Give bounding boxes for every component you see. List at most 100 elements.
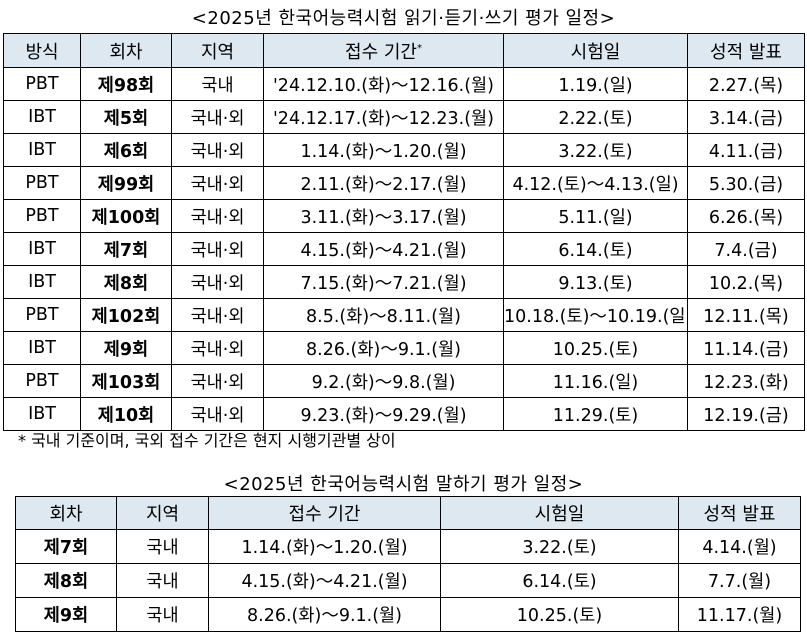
region-cell: 국내 (116, 597, 209, 632)
exam-date-cell: 11.29.(토) (503, 397, 688, 431)
results-cell: 5.30.(금) (687, 166, 805, 200)
results-cell: 4.11.(금) (687, 133, 805, 167)
table-header-row: 방식 회차 지역 접수 기간* 시험일 성적 발표 (3, 33, 805, 68)
table-row: 제9회 국내 8.26.(화)～9.1.(월) 10.25.(토) 11.17.… (15, 597, 801, 632)
application-cell: '24.12.17.(화)～12.23.(월) (263, 100, 504, 134)
method-cell: IBT (3, 397, 81, 431)
round-cell: 제8회 (80, 265, 172, 299)
results-cell: 10.2.(목) (687, 265, 805, 299)
round-cell: 제8회 (15, 563, 117, 598)
exam-date-cell: 3.22.(토) (503, 133, 688, 167)
table-row: IBT 제6회 국내·외 1.14.(화)～1.20.(월) 3.22.(토) … (3, 133, 805, 167)
results-cell: 6.26.(목) (687, 199, 805, 233)
method-cell: IBT (3, 265, 81, 299)
header-application-period: 접수 기간* (263, 33, 504, 68)
exam-date-cell: 2.22.(토) (503, 100, 688, 134)
results-cell: 12.11.(목) (687, 298, 805, 332)
method-cell: PBT (3, 364, 81, 398)
results-cell: 12.23.(화) (687, 364, 805, 398)
region-cell: 국내·외 (171, 232, 264, 266)
header-round: 회차 (80, 33, 172, 68)
results-cell: 7.4.(금) (687, 232, 805, 266)
region-cell: 국내·외 (171, 133, 264, 167)
exam-date-cell: 6.14.(토) (440, 563, 679, 598)
results-cell: 11.14.(금) (687, 331, 805, 365)
method-cell: IBT (3, 133, 81, 167)
exam-date-cell: 10.25.(토) (503, 331, 688, 365)
results-cell: 2.27.(목) (687, 67, 805, 101)
exam-date-cell: 10.18.(토)～10.19.(일) (503, 298, 688, 332)
table-row: PBT 제103회 국내·외 9.2.(화)～9.8.(월) 11.16.(일)… (3, 364, 805, 398)
region-cell: 국내·외 (171, 100, 264, 134)
round-cell: 제9회 (15, 597, 117, 632)
region-cell: 국내 (116, 529, 209, 564)
method-cell: IBT (3, 232, 81, 266)
region-cell: 국내·외 (171, 265, 264, 299)
region-cell: 국내·외 (171, 364, 264, 398)
application-cell: 3.11.(화)～3.17.(월) (263, 199, 504, 233)
region-cell: 국내·외 (171, 331, 264, 365)
header-exam-date: 시험일 (503, 33, 688, 68)
exam-date-cell: 6.14.(토) (503, 232, 688, 266)
application-cell: 7.15.(화)～7.21.(월) (263, 265, 504, 299)
table-row: IBT 제7회 국내·외 4.15.(화)～4.21.(월) 6.14.(토) … (3, 232, 805, 266)
table-row: IBT 제8회 국내·외 7.15.(화)～7.21.(월) 9.13.(토) … (3, 265, 805, 299)
round-cell: 제103회 (80, 364, 172, 398)
round-cell: 제5회 (80, 100, 172, 134)
table-row: IBT 제10회 국내·외 9.23.(화)～9.29.(월) 11.29.(토… (3, 397, 805, 431)
exam-date-cell: 11.16.(일) (503, 364, 688, 398)
header-results: 성적 발표 (687, 33, 805, 68)
application-cell: 4.15.(화)～4.21.(월) (208, 563, 441, 598)
table-row: PBT 제100회 국내·외 3.11.(화)～3.17.(월) 5.11.(일… (3, 199, 805, 233)
round-cell: 제7회 (80, 232, 172, 266)
application-cell: 4.15.(화)～4.21.(월) (263, 232, 504, 266)
round-cell: 제7회 (15, 529, 117, 564)
results-cell: 3.14.(금) (687, 100, 805, 134)
results-cell: 12.19.(금) (687, 397, 805, 431)
application-cell: 8.26.(화)～9.1.(월) (208, 597, 441, 632)
round-cell: 제6회 (80, 133, 172, 167)
region-cell: 국내·외 (171, 298, 264, 332)
table-row: IBT 제5회 국내·외 '24.12.17.(화)～12.23.(월) 2.2… (3, 100, 805, 134)
region-cell: 국내·외 (171, 397, 264, 431)
application-cell: 1.14.(화)～1.20.(월) (208, 529, 441, 564)
header-method: 방식 (3, 33, 81, 68)
table-row: PBT 제102회 국내·외 8.5.(화)～8.11.(월) 10.18.(토… (3, 298, 805, 332)
table-row: PBT 제99회 국내·외 2.11.(화)～2.17.(월) 4.12.(토)… (3, 166, 805, 200)
application-cell: 1.14.(화)～1.20.(월) (263, 133, 504, 167)
application-cell: 8.26.(화)～9.1.(월) (263, 331, 504, 365)
table-row: 제8회 국내 4.15.(화)～4.21.(월) 6.14.(토) 7.7.(월… (15, 563, 801, 598)
method-cell: PBT (3, 298, 81, 332)
results-cell: 4.14.(월) (678, 529, 801, 564)
round-cell: 제102회 (80, 298, 172, 332)
speaking-schedule-table: 회차 지역 접수 기간 시험일 성적 발표 제7회 국내 1.14.(화)～1.… (15, 496, 801, 632)
header-results: 성적 발표 (678, 496, 801, 530)
writing-reading-listening-schedule-title: <2025년 한국어능력시험 읽기·듣기·쓰기 평가 일정> (191, 8, 616, 29)
region-cell: 국내·외 (171, 199, 264, 233)
round-cell: 제10회 (80, 397, 172, 431)
round-cell: 제98회 (80, 67, 172, 101)
round-cell: 제100회 (80, 199, 172, 233)
application-cell: 2.11.(화)～2.17.(월) (263, 166, 504, 200)
method-cell: IBT (3, 331, 81, 365)
method-cell: PBT (3, 166, 81, 200)
application-cell: 8.5.(화)～8.11.(월) (263, 298, 504, 332)
exam-date-cell: 1.19.(일) (503, 67, 688, 101)
table-header-row: 회차 지역 접수 기간 시험일 성적 발표 (15, 496, 801, 530)
reading-listening-writing-schedule-table: 방식 회차 지역 접수 기간* 시험일 성적 발표 PBT 제98회 국내 '2… (3, 33, 805, 431)
table-row: IBT 제9회 국내·외 8.26.(화)～9.1.(월) 10.25.(토) … (3, 331, 805, 365)
exam-date-cell: 4.12.(토)～4.13.(일) (503, 166, 688, 200)
header-exam-date: 시험일 (440, 496, 679, 530)
header-application-period: 접수 기간 (208, 496, 441, 530)
application-cell: '24.12.10.(화)～12.16.(월) (263, 67, 504, 101)
application-cell: 9.2.(화)～9.8.(월) (263, 364, 504, 398)
table-row: PBT 제98회 국내 '24.12.10.(화)～12.16.(월) 1.19… (3, 67, 805, 101)
round-cell: 제99회 (80, 166, 172, 200)
exam-date-cell: 3.22.(토) (440, 529, 679, 564)
round-cell: 제9회 (80, 331, 172, 365)
region-cell: 국내·외 (171, 166, 264, 200)
table-row: 제7회 국내 1.14.(화)～1.20.(월) 3.22.(토) 4.14.(… (15, 529, 801, 564)
method-cell: IBT (3, 100, 81, 134)
method-cell: PBT (3, 67, 81, 101)
results-cell: 7.7.(월) (678, 563, 801, 598)
